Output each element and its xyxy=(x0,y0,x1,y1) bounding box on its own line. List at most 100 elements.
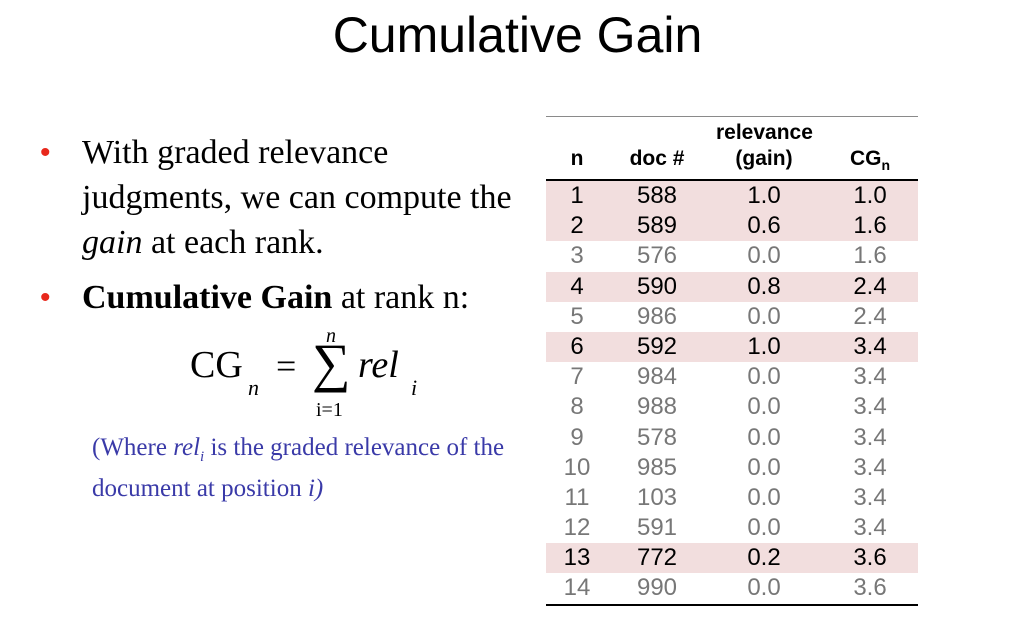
cell-doc: 589 xyxy=(636,212,678,240)
cell-n: 4 xyxy=(570,272,584,300)
cell-doc: 588 xyxy=(636,182,678,209)
formula-term-subscript: i xyxy=(411,375,418,400)
cell-cg: 3.4 xyxy=(853,363,887,391)
table-header: n doc # relevance (gain) CGn xyxy=(546,117,918,179)
table-row: 9 578 0.0 3.4 xyxy=(546,422,918,453)
bullet-dot-icon: • xyxy=(40,136,51,169)
formula-sigma: ∑ xyxy=(312,333,351,393)
cell-doc: 985 xyxy=(636,453,678,481)
cell-doc: 590 xyxy=(636,272,678,300)
cell-n: 5 xyxy=(570,302,584,330)
table-header-rule xyxy=(546,179,918,181)
cg-formula: CG n = n ∑ i=1 rel i xyxy=(190,325,490,425)
header-gain: (gain) xyxy=(735,147,793,170)
cell-cg: 1.6 xyxy=(853,242,887,270)
header-cg: CGn xyxy=(836,147,904,173)
cell-cg: 3.4 xyxy=(853,332,887,360)
cell-relevance: 0.0 xyxy=(747,574,781,602)
table-row: 7 984 0.0 3.4 xyxy=(546,362,918,393)
formula-lhs: CG xyxy=(190,344,243,386)
table-row: 2 589 0.6 1.6 xyxy=(546,211,918,242)
cell-n: 9 xyxy=(570,423,584,451)
cell-n: 13 xyxy=(563,544,591,572)
cell-n: 10 xyxy=(563,453,591,481)
table-top-rule xyxy=(546,116,918,117)
cell-cg: 3.4 xyxy=(853,483,887,511)
note-rel-subscript: i xyxy=(200,449,205,465)
cell-cg: 3.6 xyxy=(853,544,887,572)
cell-cg: 2.4 xyxy=(853,272,887,300)
header-doc: doc # xyxy=(629,147,685,170)
cell-doc: 592 xyxy=(636,332,678,360)
bullet-text: With graded relevance judgments, we can … xyxy=(82,134,512,216)
cell-relevance: 0.8 xyxy=(747,272,781,300)
cell-cg: 1.6 xyxy=(853,212,887,240)
cell-n: 2 xyxy=(570,212,584,240)
formula-sum-lower: i=1 xyxy=(316,399,343,421)
cell-cg: 2.4 xyxy=(853,302,887,330)
note-position: i) xyxy=(307,475,324,502)
header-cg-label: CG xyxy=(849,147,882,170)
cell-n: 12 xyxy=(563,514,591,542)
cell-relevance: 0.0 xyxy=(747,423,781,451)
bullet-item-gain: • With graded relevance judgments, we can… xyxy=(40,130,520,265)
table-bottom-rule xyxy=(546,603,918,606)
formula-term: rel xyxy=(358,344,399,386)
table-row: 14 990 0.0 3.6 xyxy=(546,573,918,604)
cell-doc: 103 xyxy=(636,483,678,511)
cell-relevance: 0.0 xyxy=(747,393,781,421)
cell-n: 11 xyxy=(564,483,590,511)
note-rel: rel xyxy=(173,434,201,461)
cell-relevance: 0.2 xyxy=(747,544,781,572)
cell-relevance: 0.0 xyxy=(747,242,781,270)
cell-relevance: 0.0 xyxy=(747,483,781,511)
formula-note: (Where reli is the graded relevance of t… xyxy=(92,432,512,505)
cell-n: 14 xyxy=(563,574,591,602)
bullet-text: at rank n: xyxy=(332,279,470,316)
table-row: 11 103 0.0 3.4 xyxy=(546,482,918,514)
cell-n: 1 xyxy=(570,182,584,209)
cell-relevance: 1.0 xyxy=(747,332,781,360)
cell-n: 8 xyxy=(570,393,584,421)
bullet-list: • With graded relevance judgments, we can… xyxy=(40,130,520,320)
cell-doc: 591 xyxy=(636,514,678,542)
page-title: Cumulative Gain xyxy=(332,7,703,63)
bullet-bold: Cumulative Gain xyxy=(82,279,333,316)
bullet-emphasis: gain xyxy=(82,224,143,261)
cell-doc: 772 xyxy=(636,544,678,572)
cell-cg: 3.4 xyxy=(853,423,887,451)
cell-cg: 3.4 xyxy=(853,393,887,421)
cell-relevance: 0.0 xyxy=(747,514,781,542)
header-n: n xyxy=(570,147,584,170)
table-row: 1 588 1.0 1.0 xyxy=(546,181,918,212)
table-row: 8 988 0.0 3.4 xyxy=(546,392,918,423)
table-row: 13 772 0.2 3.6 xyxy=(546,543,918,574)
header-relevance: relevance xyxy=(716,121,813,144)
cell-relevance: 1.0 xyxy=(747,182,781,209)
cell-doc: 990 xyxy=(636,574,678,602)
cell-doc: 578 xyxy=(636,423,678,451)
formula-equals: = xyxy=(276,346,297,386)
cell-relevance: 0.0 xyxy=(747,363,781,391)
cell-doc: 984 xyxy=(636,363,678,391)
cell-cg: 1.0 xyxy=(853,182,887,209)
cell-n: 3 xyxy=(570,242,584,270)
table-row: 5 986 0.0 2.4 xyxy=(546,301,918,332)
table-row: 12 591 0.0 3.4 xyxy=(546,513,918,544)
formula-sum-upper: n xyxy=(326,325,336,347)
cell-relevance: 0.6 xyxy=(747,212,781,240)
table-body: 1 588 1.0 1.0 2 589 0.6 1.6 3 5 7 6 0.0 1.6 4 590 0.8 2.4… xyxy=(546,181,918,604)
note-text: is the graded relevance of the document … xyxy=(92,434,505,502)
table-row: 10 985 0.0 3.4 xyxy=(546,452,918,483)
formula-lhs-subscript: n xyxy=(248,375,259,400)
table-row: 3 576 0.0 1.6 xyxy=(546,241,918,272)
cell-n: 6 xyxy=(570,332,584,360)
bullet-dot-icon: • xyxy=(40,281,51,314)
table-row: 6 592 1.0 3.4 xyxy=(546,331,918,363)
cell-doc: 986 xyxy=(636,302,678,330)
cell-n: 7 xyxy=(570,363,584,391)
cell-cg: 3.4 xyxy=(853,453,887,481)
cg-table: n doc # relevance (gain) CGn 1 588 1.0 1.0 2… xyxy=(546,116,918,606)
cell-cg: 3.4 xyxy=(853,514,887,542)
cell-doc: 988 xyxy=(636,393,678,421)
